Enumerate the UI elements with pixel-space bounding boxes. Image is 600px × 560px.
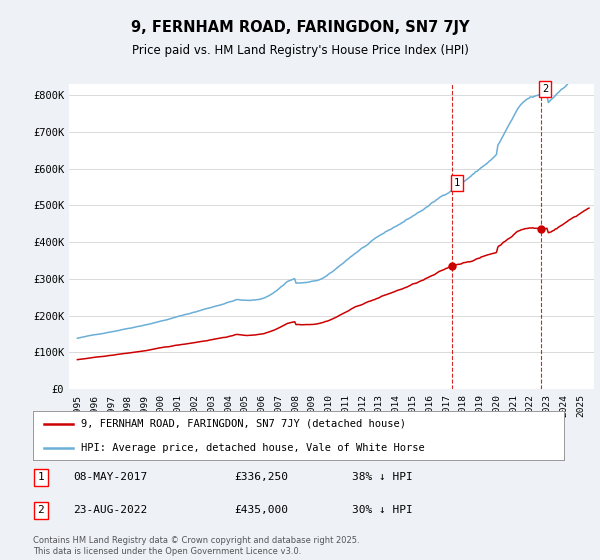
Text: 1: 1 (454, 178, 460, 188)
Text: 9, FERNHAM ROAD, FARINGDON, SN7 7JY: 9, FERNHAM ROAD, FARINGDON, SN7 7JY (131, 20, 469, 35)
Text: 38% ↓ HPI: 38% ↓ HPI (352, 472, 412, 482)
Text: Contains HM Land Registry data © Crown copyright and database right 2025.
This d: Contains HM Land Registry data © Crown c… (33, 536, 359, 556)
Text: 2: 2 (542, 83, 548, 94)
Text: 23-AUG-2022: 23-AUG-2022 (73, 506, 147, 516)
Text: 2: 2 (38, 506, 44, 516)
Text: 08-MAY-2017: 08-MAY-2017 (73, 472, 147, 482)
Text: HPI: Average price, detached house, Vale of White Horse: HPI: Average price, detached house, Vale… (81, 442, 425, 452)
Text: 9, FERNHAM ROAD, FARINGDON, SN7 7JY (detached house): 9, FERNHAM ROAD, FARINGDON, SN7 7JY (det… (81, 419, 406, 429)
Text: Price paid vs. HM Land Registry's House Price Index (HPI): Price paid vs. HM Land Registry's House … (131, 44, 469, 57)
Text: £336,250: £336,250 (235, 472, 289, 482)
Text: 30% ↓ HPI: 30% ↓ HPI (352, 506, 412, 516)
Text: £435,000: £435,000 (235, 506, 289, 516)
Text: 1: 1 (38, 472, 44, 482)
